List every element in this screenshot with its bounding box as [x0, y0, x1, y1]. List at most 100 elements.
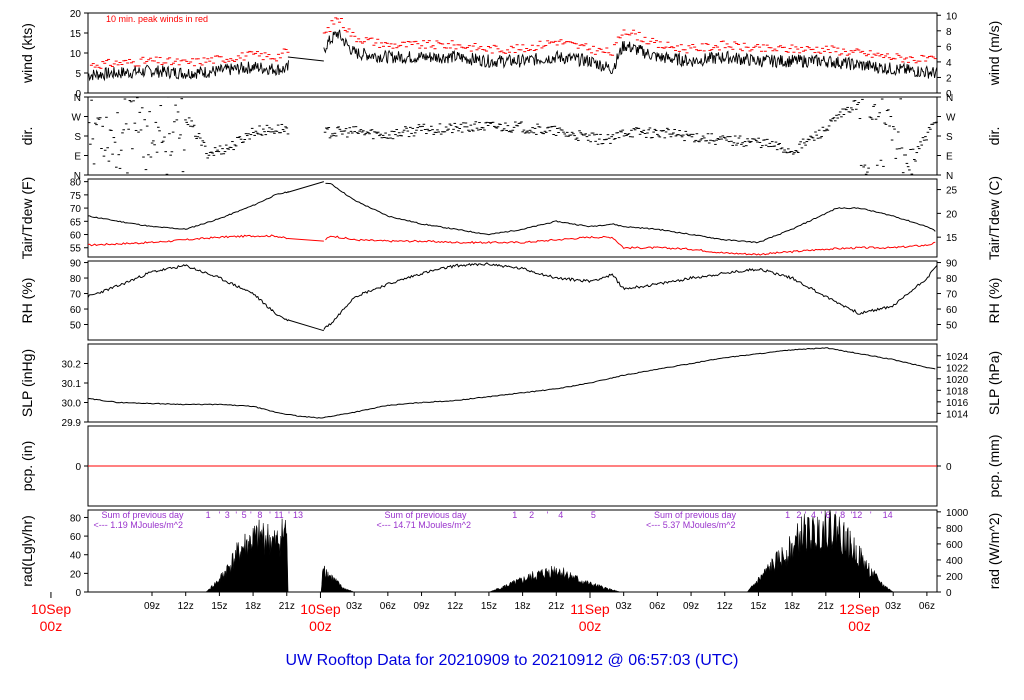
panel-frame-slp: [87, 343, 938, 423]
radiation-hour-mark: 12: [852, 510, 862, 520]
x-tick-label: 15z: [481, 601, 497, 612]
x-tick-label: 03z: [885, 601, 901, 612]
panel-frame-rh: [87, 260, 938, 341]
rh-gap-connector: [287, 319, 324, 332]
peak-wind-note: 10 min. peak winds in red: [106, 14, 208, 24]
panel-frame-wind: [87, 12, 938, 94]
left-tick-label-dir: S: [74, 132, 81, 143]
x-day-time: 00z: [579, 618, 602, 634]
radiation-hour-mark: 1: [512, 510, 517, 520]
left-tick-label-rh: 80: [70, 274, 82, 285]
x-tick-label: 15z: [211, 601, 227, 612]
right-tick-label-dir: N: [946, 93, 953, 104]
left-axis-label-dir: dir.: [19, 127, 35, 146]
left-tick-label-rh: 70: [70, 290, 82, 301]
air-temperature-gap-connector: [287, 181, 324, 193]
left-axis-label-wind: wind (kts): [19, 23, 35, 84]
left-tick-label-dir: N: [74, 93, 81, 104]
radiation-hour-mark: ': [870, 510, 872, 520]
x-day-label: 11Sep: [570, 601, 610, 617]
radiation-hour-mark: 2: [796, 510, 801, 520]
right-axis-label-wind: wind (m/s): [986, 21, 1002, 87]
x-tick-label: 15z: [750, 601, 766, 612]
right-tick-label-wind: 0: [946, 89, 952, 100]
right-tick-label-wind: 2: [946, 73, 952, 84]
left-tick-label-wind: 10: [70, 49, 82, 60]
x-tick-label: 21z: [818, 601, 834, 612]
sea-level-pressure-line: [87, 347, 936, 419]
wind-gap-connector: [287, 56, 324, 62]
right-axis-label-dir: dir.: [986, 127, 1002, 146]
left-tick-label-rh: 60: [70, 305, 82, 316]
x-tick-label: 12z: [178, 601, 194, 612]
radiation-hour-mark: ': [820, 510, 822, 520]
radiation-hour-mark: 4: [811, 510, 816, 520]
right-tick-label-rad: 200: [946, 572, 963, 583]
left-tick-label-rh: 90: [70, 259, 82, 270]
left-tick-label-rad: 0: [75, 588, 81, 599]
x-day-label: 10Sep: [31, 601, 72, 617]
radiation-hour-mark: 1: [206, 510, 211, 520]
left-tick-label-pcp: 0: [75, 462, 81, 473]
left-tick-label-rh: 50: [70, 321, 82, 332]
left-tick-label-dir: W: [72, 113, 82, 124]
right-tick-label-slp: 1018: [946, 386, 969, 397]
left-axis-label-rad: rad(Lgly/hr): [19, 515, 35, 587]
left-tick-label-rad: 40: [70, 551, 82, 562]
right-tick-label-temp: 15: [946, 233, 958, 244]
radiation-hour-mark: 1: [785, 510, 790, 520]
radiation-hour-mark: ': [288, 510, 290, 520]
radiation-hour-mark: 2: [529, 510, 534, 520]
left-tick-label-slp: 30.0: [62, 399, 82, 410]
x-axis-layer: 09z 12z 15z 18z 21z 03z 06z 09z 12z 15z 18z 21z 03z 0…: [31, 592, 935, 634]
x-tick-label: 12z: [447, 601, 463, 612]
x-day-label: 12Sep: [839, 601, 880, 617]
left-tick-label-temp: 75: [70, 191, 82, 202]
left-axis-label-pcp: pcp. (in): [19, 441, 35, 492]
relative-humidity-line: [87, 262, 938, 330]
right-tick-label-rh: 50: [946, 321, 958, 332]
right-tick-label-wind: 8: [946, 27, 952, 38]
radiation-hour-mark: ': [250, 510, 252, 520]
left-tick-label-temp: 80: [70, 178, 82, 189]
dewpoint-gap-connector: [287, 237, 324, 242]
x-tick-label: 09z: [144, 601, 160, 612]
radiation-hour-mark: ': [269, 510, 271, 520]
left-tick-label-rad: 20: [70, 569, 82, 580]
dewpoint-line: [87, 234, 936, 256]
left-tick-label-temp: 60: [70, 231, 82, 242]
daily-sum-label: Sum of previous day: [654, 510, 737, 520]
solar-radiation-area: [88, 509, 937, 593]
radiation-hour-mark: 6: [826, 510, 831, 520]
right-tick-label-slp: 1014: [946, 409, 969, 420]
x-tick-label: 21z: [548, 601, 564, 612]
right-tick-label-dir: E: [946, 152, 953, 163]
x-tick-label: 03z: [346, 601, 362, 612]
left-tick-label-slp: 30.2: [62, 360, 82, 371]
daily-sum-label: Sum of previous day: [384, 510, 467, 520]
right-axis-label-temp: Tair/Tdew (C): [986, 176, 1002, 260]
x-tick-label: 18z: [784, 601, 800, 612]
right-tick-label-wind: 4: [946, 58, 952, 69]
left-axis-label-slp: SLP (inHg): [19, 349, 35, 417]
radiation-hour-mark: ': [219, 510, 221, 520]
radiation-hour-mark: 13: [293, 510, 303, 520]
daily-sum-label: Sum of previous day: [101, 510, 184, 520]
left-tick-label-dir: N: [74, 171, 81, 182]
radiation-hour-mark: 14: [883, 510, 893, 520]
right-axis-label-rad: rad (W/m^2): [986, 513, 1002, 590]
left-tick-label-dir: E: [74, 152, 81, 163]
wind-speed-line: [87, 29, 938, 82]
panel-frame-temp: [87, 178, 938, 258]
right-tick-label-dir: N: [946, 171, 953, 182]
radiation-hour-mark: 11: [274, 510, 283, 520]
left-tick-label-wind: 0: [75, 89, 81, 100]
daily-sum-value: <--- 1.19 MJoules/m^2: [93, 520, 183, 530]
left-tick-label-temp: 65: [70, 217, 82, 228]
right-axis-label-pcp: pcp. (mm): [986, 435, 1002, 498]
radiation-hour-mark: 4: [558, 510, 563, 520]
x-tick-label: 18z: [515, 601, 531, 612]
figure-title: UW Rooftop Data for 20210909 to 20210912…: [286, 652, 739, 669]
left-tick-label-temp: 55: [70, 244, 82, 255]
